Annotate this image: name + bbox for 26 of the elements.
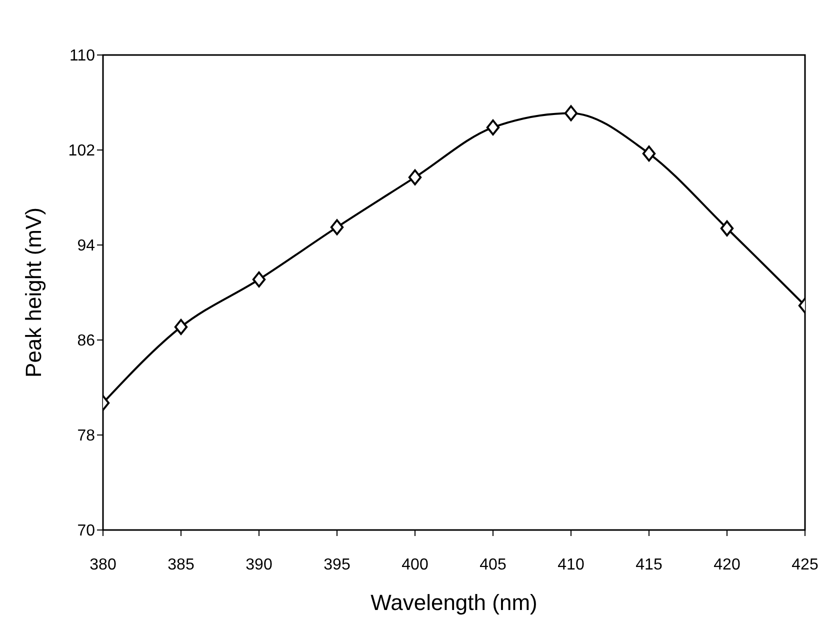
point xyxy=(486,119,500,136)
y-tick-label: 110 xyxy=(69,48,96,65)
point xyxy=(408,169,422,186)
point xyxy=(174,318,188,335)
x-tick-label: 425 xyxy=(792,556,818,574)
y-tick-label: 86 xyxy=(77,332,96,350)
x-axis-title: Wavelength (nm) xyxy=(370,590,538,615)
x-tick-label: 385 xyxy=(168,556,194,574)
x-tick-label: 410 xyxy=(558,556,584,574)
y-tick-label: 78 xyxy=(77,428,96,445)
x-tick-label: 400 xyxy=(402,556,428,574)
y-axis-title: Peak height (mV) xyxy=(20,208,46,378)
x-tick-label: 380 xyxy=(90,556,116,574)
point xyxy=(564,105,578,122)
y-tick-label: 102 xyxy=(68,142,96,160)
y-tick-label: 70 xyxy=(77,522,96,540)
y-tick-label: 94 xyxy=(77,238,96,255)
x-tick-label: 395 xyxy=(324,556,350,574)
x-tick-label: 420 xyxy=(714,556,740,574)
x-tick-label: 415 xyxy=(636,556,662,574)
x-tick-label: 405 xyxy=(480,556,506,574)
x-tick-label: 390 xyxy=(246,556,272,574)
point xyxy=(330,219,344,236)
point xyxy=(642,146,656,162)
point xyxy=(720,220,734,236)
point xyxy=(252,271,266,288)
